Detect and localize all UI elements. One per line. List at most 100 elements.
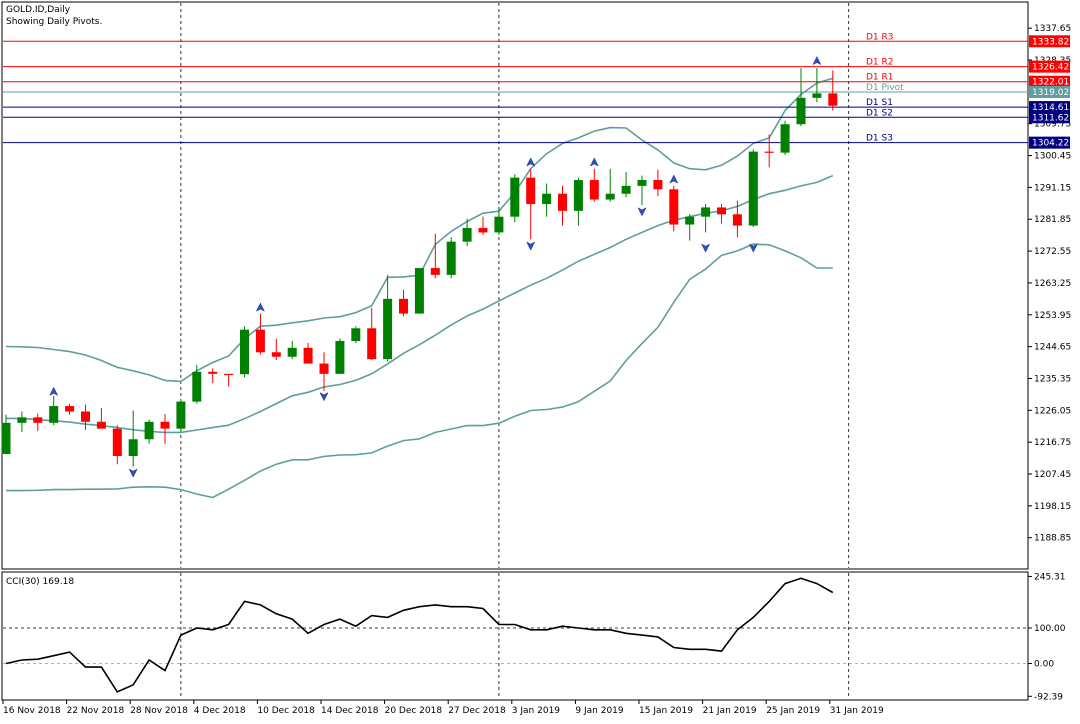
time-tick-label: 21 Jan 2019 <box>703 706 757 716</box>
candle-bull-body <box>796 97 806 125</box>
cci-indicator-label: CCI(30) 169.18 <box>6 577 74 587</box>
candle-bear-body <box>717 207 726 215</box>
fractal-up-arrow <box>49 386 59 396</box>
pivot-name: D1 R2 <box>866 58 894 68</box>
candle-bear-body <box>653 180 663 190</box>
pivot-price-tag <box>1029 85 1070 98</box>
candle-bear-body <box>81 411 90 422</box>
pivot-price-tag <box>1029 111 1070 124</box>
candle-bear-body <box>430 268 440 275</box>
candle-bull-body <box>748 151 758 226</box>
pivot-name: D1 R1 <box>866 73 894 83</box>
pivot-price-value: 1333.82 <box>1032 37 1069 47</box>
candle-bear-body <box>319 363 329 374</box>
candle-bull-body <box>176 401 186 429</box>
candle-bull-body <box>17 417 27 423</box>
candlesticks <box>1 68 838 467</box>
candle-bear-body <box>526 177 536 205</box>
price-tick-label: 1188.85 <box>1034 534 1071 544</box>
price-tick-label: 1337.65 <box>1034 24 1071 34</box>
candle-bear-body <box>764 151 774 153</box>
fractal-down-arrow <box>526 241 536 251</box>
fractal-up-arrow <box>669 174 679 184</box>
candle-bull-body <box>446 241 456 275</box>
fractal-up-arrow <box>255 302 265 312</box>
fractal-down-arrow <box>319 392 329 402</box>
pivot-price-value: 1322.01 <box>1032 78 1069 88</box>
candle-bear-body <box>669 189 679 225</box>
chart-subtitle: Showing Daily Pivots. <box>6 17 102 27</box>
price-tick-label: 1226.05 <box>1034 406 1071 416</box>
fractal-arrows <box>49 56 822 478</box>
time-tick-label: 15 Jan 2019 <box>639 706 693 716</box>
price-tick-label: 1216.75 <box>1034 438 1071 448</box>
candle-bull-body <box>240 329 249 375</box>
candle-bull-body <box>287 347 297 357</box>
candle-bull-body <box>192 371 202 402</box>
cci-line <box>5 577 834 693</box>
candle-bull-body <box>383 298 393 360</box>
candle-bull-body <box>780 124 790 153</box>
fractal-down-arrow <box>748 243 758 253</box>
price-tick-label: 1244.65 <box>1034 343 1071 353</box>
candle-bull-body <box>1 422 11 454</box>
chart-symbol-title: GOLD.ID,Daily <box>6 5 71 15</box>
pivot-name: D1 R3 <box>866 32 894 42</box>
time-tick-label: 22 Nov 2018 <box>67 706 125 716</box>
cci-tick-label: 0.00 <box>1034 660 1054 670</box>
candle-bear-body <box>96 421 106 429</box>
price-tick-label: 1291.15 <box>1034 183 1071 193</box>
candle-bull-body <box>812 93 822 98</box>
candle-bull-body <box>637 180 647 186</box>
pivot-name: D1 S3 <box>866 134 893 144</box>
cci-indicator: 245.31 100.00 0.00 -92.39 <box>3 572 1066 702</box>
fractal-up-arrow <box>812 56 822 66</box>
candle-bear-body <box>558 193 567 211</box>
pivot-price-value: 1314.61 <box>1032 103 1069 113</box>
pivot-price-value: 1319.02 <box>1032 88 1069 98</box>
candle-bull-body <box>49 406 59 423</box>
price-tick-label: 1253.95 <box>1034 311 1071 321</box>
time-tick-label: 20 Dec 2018 <box>385 706 443 716</box>
candle-bull-body <box>494 216 504 233</box>
time-tick-label: 27 Dec 2018 <box>448 706 506 716</box>
candle-bull-body <box>351 328 361 341</box>
candle-bear-body <box>478 227 488 233</box>
pivot-price-value: 1326.42 <box>1032 63 1069 73</box>
candle-bull-body <box>144 421 154 440</box>
fractal-down-arrow <box>128 468 138 478</box>
price-tick-label: 1207.45 <box>1034 470 1071 480</box>
candle-bull-body <box>621 185 631 194</box>
price-tick-label: 1198.15 <box>1034 502 1071 512</box>
pivot-price-value: 1304.22 <box>1032 139 1069 149</box>
cci-plot-frame <box>1 571 1029 701</box>
time-tick-label: 4 Dec 2018 <box>194 706 246 716</box>
price-tick-label: 1309.75 <box>1034 120 1071 130</box>
time-tick-label: 31 Jan 2019 <box>830 706 884 716</box>
fractal-up-arrow <box>589 157 599 167</box>
fractal-down-arrow <box>701 243 711 253</box>
main-plot-frame <box>1 1 1029 570</box>
cci-tick-label: -92.39 <box>1034 692 1063 702</box>
pivot-price-tag <box>1029 75 1070 88</box>
pivot-price-value: 1311.62 <box>1032 113 1069 123</box>
candle-bear-body <box>589 180 599 200</box>
candle-bull-body <box>701 207 711 217</box>
time-tick-label: 3 Jan 2019 <box>512 706 560 716</box>
candle-bear-body <box>112 428 122 457</box>
candle-bear-body <box>255 329 265 353</box>
candle-bear-body <box>271 352 281 357</box>
pivot-price-tag <box>1029 35 1070 48</box>
pivot-price-tag <box>1029 60 1070 73</box>
band-lower-line <box>6 243 833 499</box>
price-tick-label: 1235.35 <box>1034 374 1071 384</box>
candle-bull-body <box>128 439 138 457</box>
time-tick-label: 14 Dec 2018 <box>321 706 379 716</box>
pivot-price-tag <box>1029 136 1070 149</box>
candle-bear-body <box>828 93 838 106</box>
candle-bear-body <box>208 371 218 374</box>
candle-bear-body <box>399 298 408 314</box>
